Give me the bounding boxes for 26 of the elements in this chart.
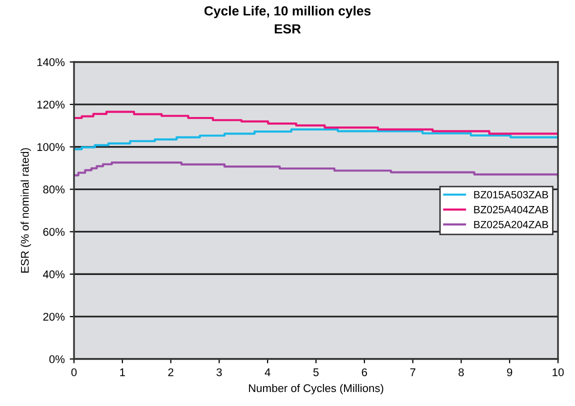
y-tick-label: 0% xyxy=(49,355,65,364)
x-tick-label: 6 xyxy=(362,368,367,376)
x-tick-label: 2 xyxy=(168,368,174,376)
x-tick-label: 1 xyxy=(120,368,125,376)
y-tick-label: 40% xyxy=(42,270,65,278)
chart-subtitle: ESR xyxy=(274,24,301,34)
y-tick-label: 80% xyxy=(43,186,65,194)
legend-label: BZ015A503ZAB xyxy=(474,191,548,198)
legend-label: BZ025A404ZAB xyxy=(474,206,548,214)
x-tick-label: 0 xyxy=(71,368,77,376)
y-tick-label: 60% xyxy=(43,228,65,236)
x-tick-label: 3 xyxy=(216,368,222,376)
y-tick-label: 100% xyxy=(37,143,65,151)
x-axis-title: Number of Cycles (Millions) xyxy=(249,384,384,394)
y-tick-label: 120% xyxy=(37,100,65,109)
x-tick-label: 9 xyxy=(507,368,512,376)
x-tick-label: 4 xyxy=(264,368,270,376)
x-tick-label: 7 xyxy=(410,368,416,376)
x-tick-label: 8 xyxy=(458,368,464,376)
legend-label: BZ025A204ZAB xyxy=(474,220,548,228)
y-axis-title: ESR (% of nominal rated) xyxy=(20,148,31,273)
y-tick-label: 20% xyxy=(43,312,65,321)
y-tick-label: 140% xyxy=(37,58,65,66)
x-tick-label: 10 xyxy=(552,368,564,376)
x-tick-label: 5 xyxy=(313,368,319,376)
chart-title: Cycle Life, 10 million cyles xyxy=(204,6,371,18)
